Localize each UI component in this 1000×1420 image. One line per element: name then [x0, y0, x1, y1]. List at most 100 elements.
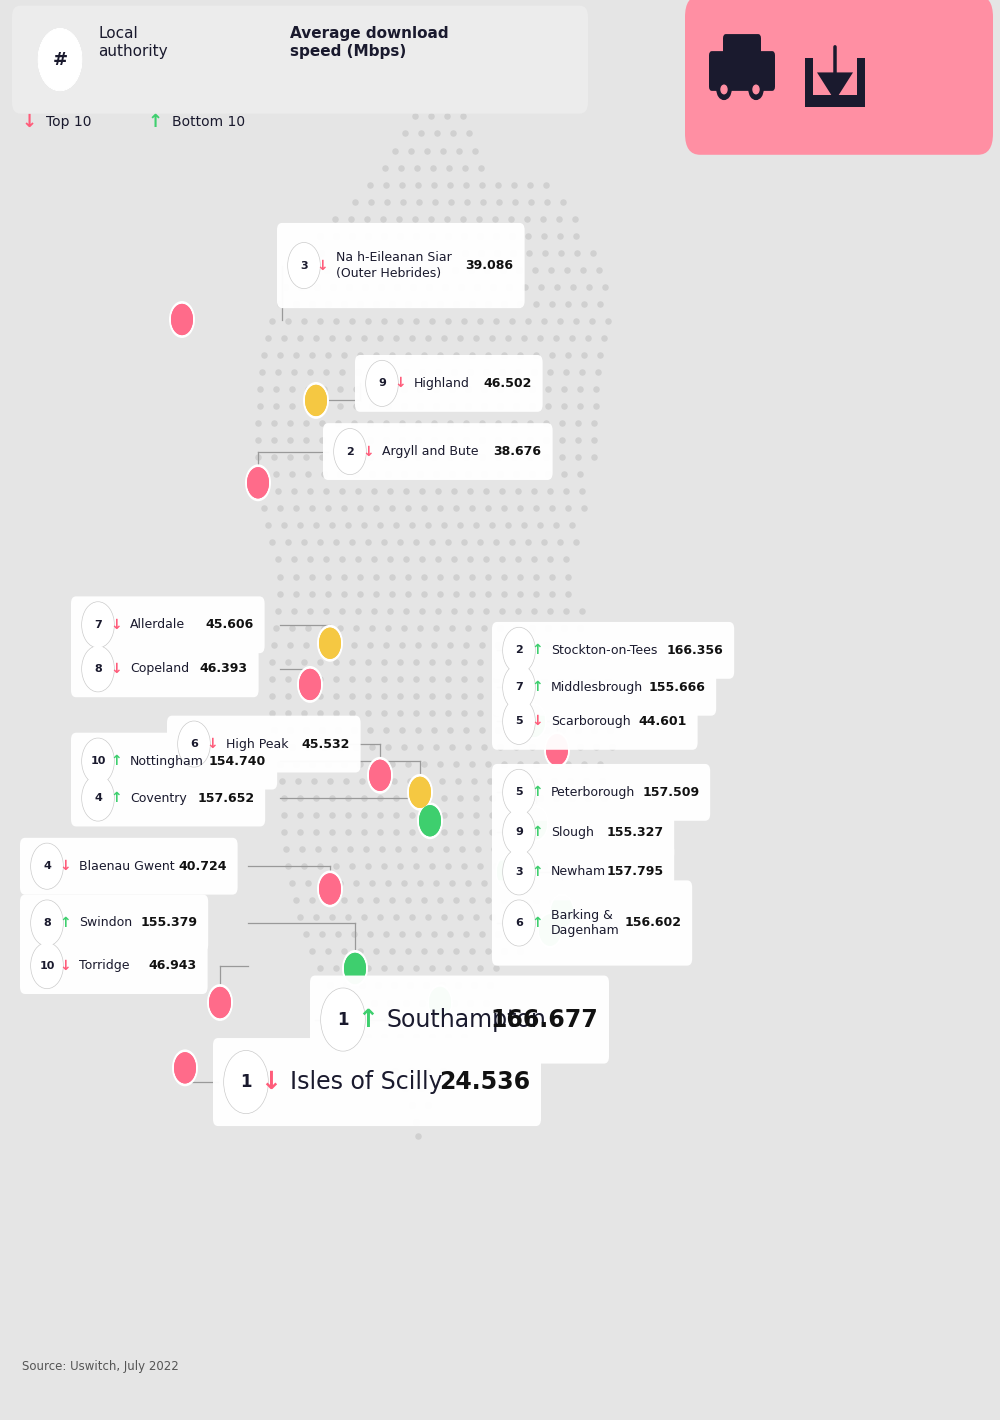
Point: [584, 667, 600, 690]
Point: [336, 753, 352, 775]
Point: [429, 1076, 445, 1099]
Circle shape: [319, 873, 341, 905]
Point: [280, 650, 296, 673]
Point: [592, 293, 608, 315]
Point: [364, 872, 380, 895]
Circle shape: [503, 849, 535, 895]
Point: [308, 821, 324, 843]
Point: [408, 650, 424, 673]
Point: [464, 344, 480, 366]
Point: [408, 310, 424, 332]
Point: [388, 804, 404, 826]
Point: [367, 258, 383, 281]
Point: [422, 838, 438, 861]
Point: [352, 565, 368, 588]
Point: [542, 480, 558, 503]
Point: [472, 684, 488, 707]
Point: [374, 838, 390, 861]
Point: [424, 855, 440, 878]
Point: [532, 327, 548, 349]
Point: [280, 667, 296, 690]
Point: [484, 804, 500, 826]
Point: [372, 327, 388, 349]
Point: [394, 429, 410, 452]
Point: [298, 923, 314, 946]
Point: [329, 241, 345, 264]
Point: [439, 105, 455, 128]
Point: [272, 344, 288, 366]
Point: [592, 344, 608, 366]
Point: [354, 770, 370, 792]
Point: [506, 719, 522, 741]
Point: [576, 344, 592, 366]
Text: ↓: ↓: [110, 662, 122, 676]
Point: [404, 804, 420, 826]
Point: [491, 190, 507, 213]
Point: [328, 224, 344, 247]
Point: [352, 344, 368, 366]
Point: [266, 429, 282, 452]
Point: [516, 804, 532, 826]
Point: [552, 650, 568, 673]
Point: [496, 753, 512, 775]
Text: 155.379: 155.379: [140, 916, 197, 930]
Point: [352, 889, 368, 912]
Point: [426, 719, 442, 741]
Point: [600, 667, 616, 690]
Point: [280, 855, 296, 878]
Point: [308, 514, 324, 537]
Point: [330, 719, 346, 741]
Point: [458, 633, 474, 656]
Point: [496, 344, 512, 366]
Point: [586, 429, 602, 452]
Point: [553, 241, 569, 264]
Point: [340, 327, 356, 349]
Point: [266, 633, 282, 656]
Point: [568, 224, 584, 247]
Point: [426, 633, 442, 656]
Circle shape: [511, 686, 533, 717]
Point: [320, 940, 336, 963]
Text: 39.086: 39.086: [466, 258, 514, 273]
Point: [440, 650, 456, 673]
Point: [334, 480, 350, 503]
Point: [446, 991, 462, 1014]
Point: [325, 275, 341, 298]
FancyBboxPatch shape: [20, 838, 238, 895]
Point: [366, 480, 382, 503]
Circle shape: [546, 734, 568, 765]
Point: [424, 650, 440, 673]
Point: [486, 838, 502, 861]
Text: 46.393: 46.393: [200, 662, 248, 676]
Point: [558, 599, 574, 622]
Point: [334, 599, 350, 622]
Point: [572, 463, 588, 486]
Point: [272, 293, 288, 315]
Point: [468, 787, 484, 809]
Point: [280, 701, 296, 724]
Point: [452, 327, 468, 349]
Point: [426, 923, 442, 946]
Point: [344, 701, 360, 724]
Point: [480, 565, 496, 588]
Point: [384, 344, 400, 366]
Point: [266, 719, 282, 741]
Point: [524, 463, 540, 486]
Point: [567, 207, 583, 230]
Point: [308, 787, 324, 809]
Point: [446, 480, 462, 503]
Point: [560, 582, 576, 605]
Point: [362, 446, 378, 469]
FancyBboxPatch shape: [723, 34, 761, 65]
Point: [572, 395, 588, 417]
Point: [394, 719, 410, 741]
Point: [380, 736, 396, 758]
Point: [392, 310, 408, 332]
Point: [494, 361, 510, 383]
Point: [516, 514, 532, 537]
Point: [442, 429, 458, 452]
Circle shape: [178, 721, 210, 767]
FancyBboxPatch shape: [492, 659, 716, 716]
Point: [520, 701, 536, 724]
Text: 40.724: 40.724: [178, 859, 227, 873]
